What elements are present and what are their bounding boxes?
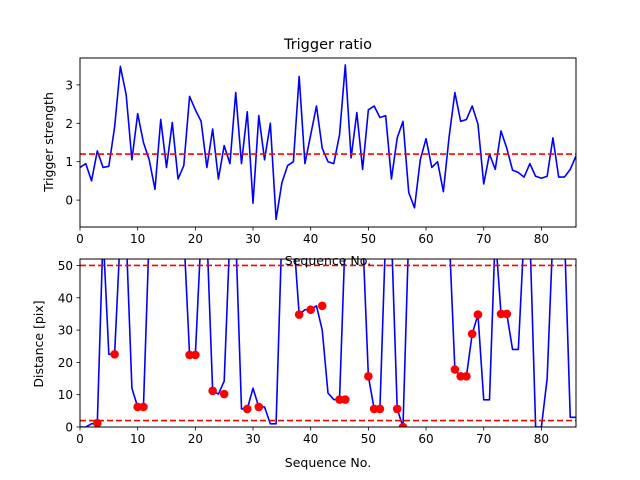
x-tick-label: 0 bbox=[76, 232, 84, 246]
data-point bbox=[398, 422, 408, 427]
x-tick-label: 60 bbox=[418, 432, 433, 446]
x-tick-label: 10 bbox=[130, 432, 145, 446]
y-axis-label: Trigger strength bbox=[41, 92, 56, 193]
x-tick-label: 30 bbox=[245, 232, 260, 246]
x-tick-label: 0 bbox=[76, 432, 84, 446]
y-tick-label: 1 bbox=[65, 155, 73, 169]
y-tick-label: 10 bbox=[58, 388, 73, 402]
x-tick-label: 80 bbox=[534, 432, 549, 446]
data-point bbox=[450, 365, 460, 374]
data-point bbox=[392, 404, 402, 414]
distance-panel: Sequence No. Distance [pix] 0 10 20 30 40 50 6… bbox=[31, 258, 577, 470]
y-tick-label: 30 bbox=[58, 324, 73, 338]
x-tick-label: 30 bbox=[245, 432, 260, 446]
data-point bbox=[110, 350, 119, 359]
series-line bbox=[80, 259, 576, 427]
x-tick-label: 60 bbox=[418, 232, 433, 246]
y-axis-label: Distance [pix] bbox=[31, 300, 46, 387]
x-tick-label: 80 bbox=[534, 232, 549, 246]
data-point bbox=[364, 371, 373, 381]
data-point bbox=[473, 310, 483, 319]
data-point bbox=[467, 329, 477, 339]
y-tick-label: 0 bbox=[65, 194, 73, 208]
data-point bbox=[317, 301, 327, 311]
x-tick-label: 70 bbox=[476, 432, 491, 446]
plot-frame bbox=[79, 57, 577, 228]
x-axis-label: Sequence No. bbox=[285, 253, 371, 268]
x-axis-label: Sequence No. bbox=[285, 455, 371, 470]
data-point bbox=[191, 350, 200, 360]
chart-title: Trigger ratio bbox=[283, 37, 372, 53]
y-tick-label: 2 bbox=[65, 117, 73, 131]
y-tick-label: 20 bbox=[58, 356, 73, 370]
series-line bbox=[80, 64, 576, 221]
data-point bbox=[208, 386, 217, 396]
y-tick-label: 40 bbox=[58, 291, 73, 305]
data-point bbox=[139, 402, 148, 412]
plot-frame bbox=[79, 258, 577, 428]
x-tick-label: 10 bbox=[130, 232, 145, 246]
data-point bbox=[462, 371, 471, 381]
data-point bbox=[254, 402, 264, 412]
x-tick-label: 70 bbox=[476, 232, 491, 246]
x-tick-label: 50 bbox=[361, 432, 376, 446]
y-tick-label: 0 bbox=[65, 421, 73, 435]
plot-area bbox=[80, 64, 576, 221]
y-tick-label: 3 bbox=[65, 78, 73, 92]
plot-area bbox=[80, 259, 576, 427]
data-point bbox=[219, 389, 229, 399]
y-tick-label: 50 bbox=[58, 259, 73, 273]
data-point bbox=[93, 418, 102, 427]
x-tick-label: 20 bbox=[188, 232, 203, 246]
data-point bbox=[502, 309, 512, 319]
x-tick-label: 20 bbox=[188, 432, 203, 446]
x-tick-label: 50 bbox=[361, 232, 376, 246]
data-point bbox=[341, 395, 350, 404]
x-tick-label: 40 bbox=[303, 232, 318, 246]
data-point bbox=[306, 305, 315, 315]
x-tick-label: 40 bbox=[303, 432, 318, 446]
trigger-ratio-panel: Trigger ratio Trigger strength 0 10 20 30 40… bbox=[41, 37, 577, 246]
data-point bbox=[294, 310, 304, 319]
data-point bbox=[375, 404, 385, 414]
data-point bbox=[242, 404, 252, 414]
